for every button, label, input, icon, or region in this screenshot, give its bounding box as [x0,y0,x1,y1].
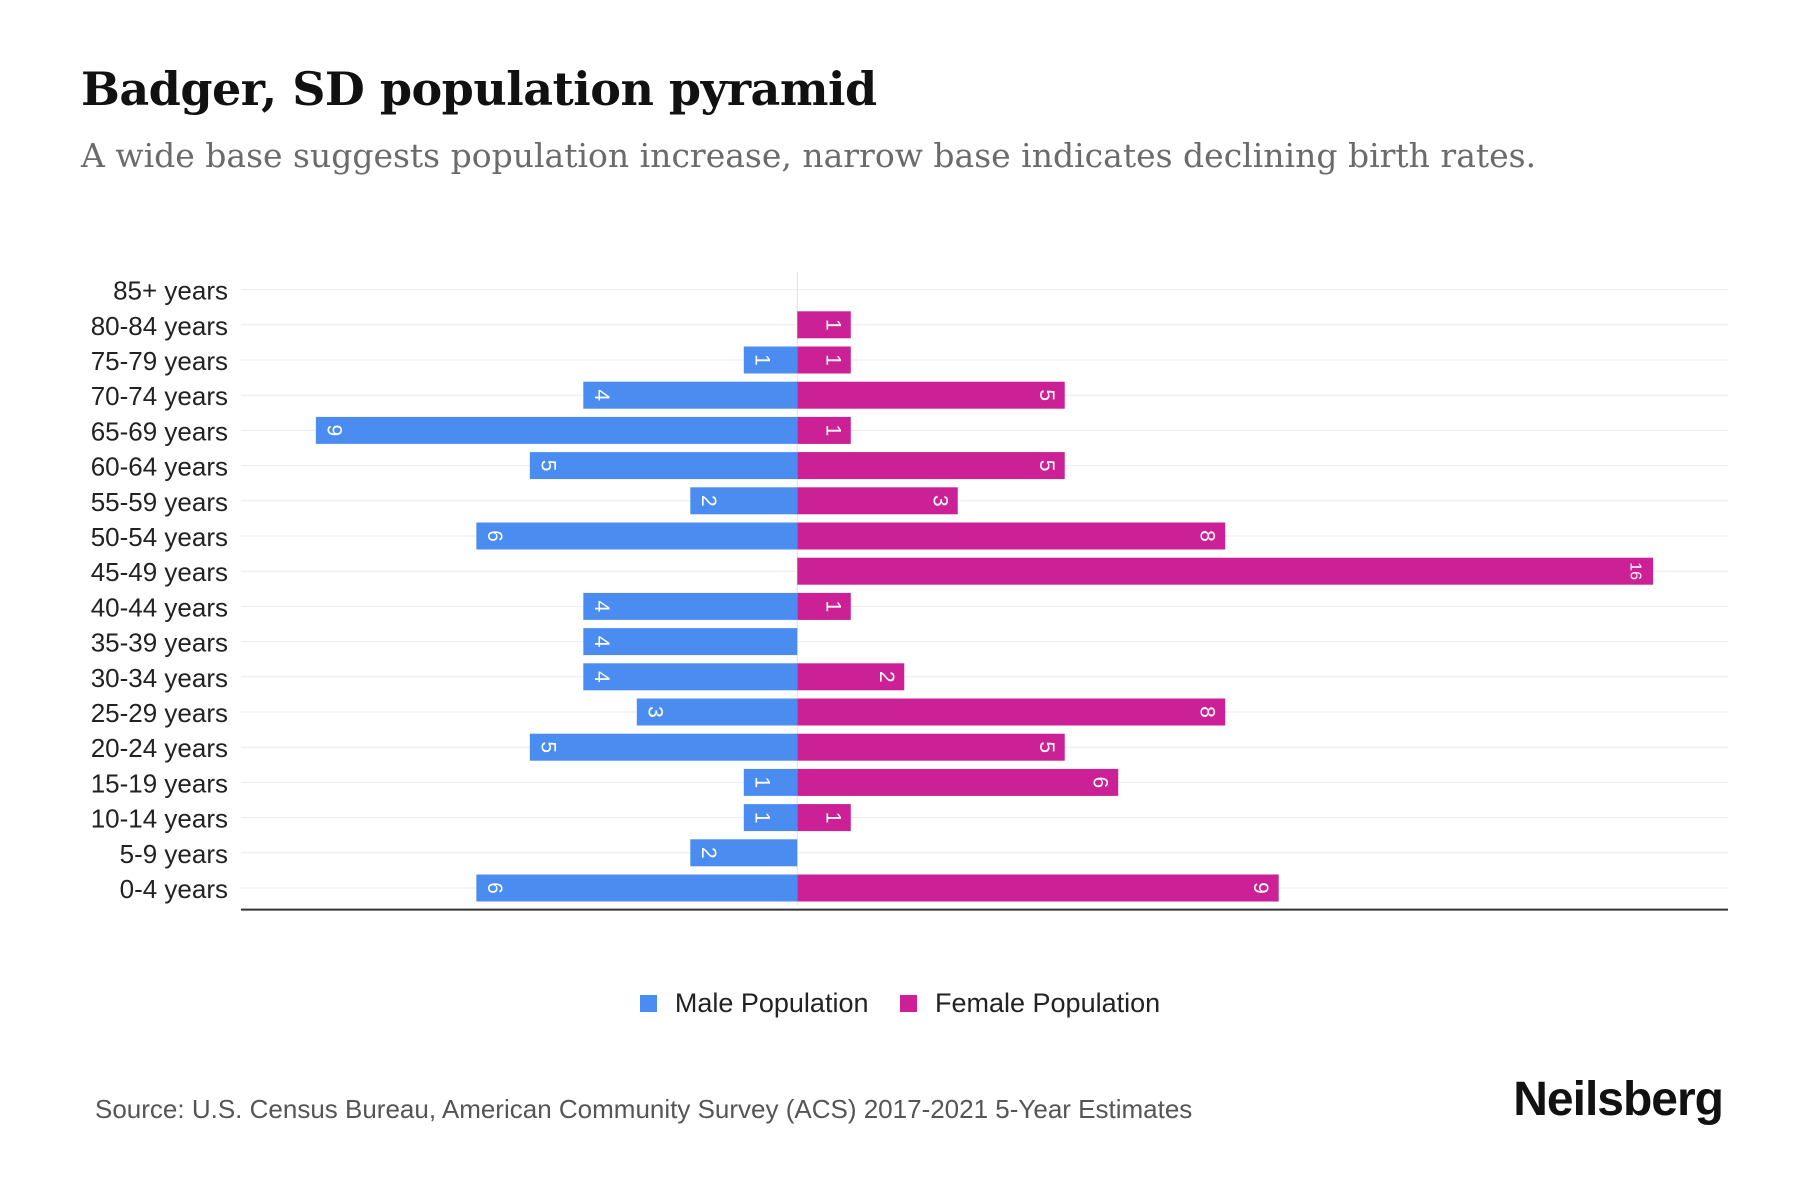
data-label-female: 1 [821,354,844,366]
legend-swatch-female [900,995,917,1012]
bar-male [743,346,798,374]
bar-female [797,522,1226,550]
bar-female [797,311,851,339]
bar-male [583,663,798,691]
bar-male [636,698,798,726]
bar-female [797,381,1065,409]
data-label-male: 2 [697,495,720,507]
y-tick-label: 10-14 years [91,804,228,834]
legend: Male Population Female Population [0,988,1800,1019]
population-pyramid-chart: 85+ years 80-84 years 1 75-79 years 1 1 70-74 … [91,272,1728,911]
y-tick-label: 45-49 years [91,557,228,587]
data-label-female: 8 [1196,530,1219,542]
data-label-female: 1 [821,319,844,331]
bar-female [797,592,851,620]
bar-female [797,557,1654,585]
data-label-female: 8 [1196,706,1219,718]
bar-female [797,874,1279,902]
bar-female [797,487,958,515]
y-tick-label: 75-79 years [91,346,228,376]
data-label-male: 1 [750,354,773,366]
y-tick-label: 65-69 years [91,416,228,446]
data-label-female: 5 [1035,741,1058,753]
bar-female [797,452,1065,480]
bar-male [743,768,798,796]
bar-male [690,487,798,515]
legend-item-female: Female Population [900,988,1160,1019]
data-label-female: 2 [875,671,898,683]
y-tick-label: 5-9 years [120,839,228,869]
data-label-male: 1 [750,812,773,824]
data-label-female: 1 [821,812,844,824]
bar-male [529,452,798,480]
data-label-female: 6 [1089,777,1112,789]
bar-male [583,592,798,620]
bar-male [583,628,798,656]
y-tick-label: 20-24 years [91,733,228,763]
data-label-female: 16 [1627,562,1644,580]
y-tick-label: 30-34 years [91,663,228,693]
y-tick-label: 50-54 years [91,522,228,552]
bar-male [476,522,798,550]
data-label-female: 1 [821,601,844,613]
y-tick-label: 35-39 years [91,628,228,658]
data-label-female: 5 [1035,460,1058,472]
bar-female [797,768,1119,796]
legend-label-female: Female Population [935,988,1161,1018]
data-label-male: 4 [590,389,613,401]
data-label-male: 4 [590,636,613,648]
chart-title: Badger, SD population pyramid [81,62,877,116]
data-label-male: 3 [643,706,666,718]
bar-male [529,733,798,761]
data-label-male: 9 [322,425,345,437]
y-tick-label: 60-64 years [91,452,228,482]
data-label-female: 1 [821,425,844,437]
data-label-male: 6 [483,530,506,542]
y-tick-label: 85+ years [113,276,228,306]
y-tick-label: 25-29 years [91,698,228,728]
bar-male [476,874,798,902]
legend-swatch-male [639,995,657,1012]
data-label-male: 4 [590,671,613,683]
bar-male [743,804,798,832]
bar-male [315,416,798,444]
y-tick-label: 0-4 years [120,874,228,904]
y-tick-label: 55-59 years [91,487,228,517]
data-label-male: 2 [697,847,720,859]
y-tick-label: 80-84 years [91,311,228,341]
bar-female [797,663,905,691]
data-label-male: 5 [536,741,559,753]
bar-male [583,381,798,409]
bar-female [797,698,1226,726]
bar-female [797,733,1065,761]
data-label-female: 3 [928,495,951,507]
data-label-male: 5 [536,460,559,472]
chart-subtitle: A wide base suggests population increase… [81,136,1537,175]
bar-female [797,804,851,832]
legend-label-male: Male Population [674,988,869,1018]
y-tick-label: 15-19 years [91,768,228,798]
source-note: Source: U.S. Census Bureau, American Com… [95,1094,1193,1124]
data-label-male: 4 [590,601,613,613]
legend-item-male: Male Population [639,988,869,1019]
bar-female [797,346,851,374]
data-label-female: 5 [1035,389,1058,401]
y-tick-label: 70-74 years [91,381,228,411]
data-label-male: 1 [750,777,773,789]
bar-female [797,416,851,444]
y-tick-label: 40-44 years [91,592,228,622]
data-label-female: 9 [1249,882,1272,894]
data-label-male: 6 [483,882,506,894]
bar-male [690,839,798,867]
brand-logo: Neilsberg [1513,1073,1724,1126]
